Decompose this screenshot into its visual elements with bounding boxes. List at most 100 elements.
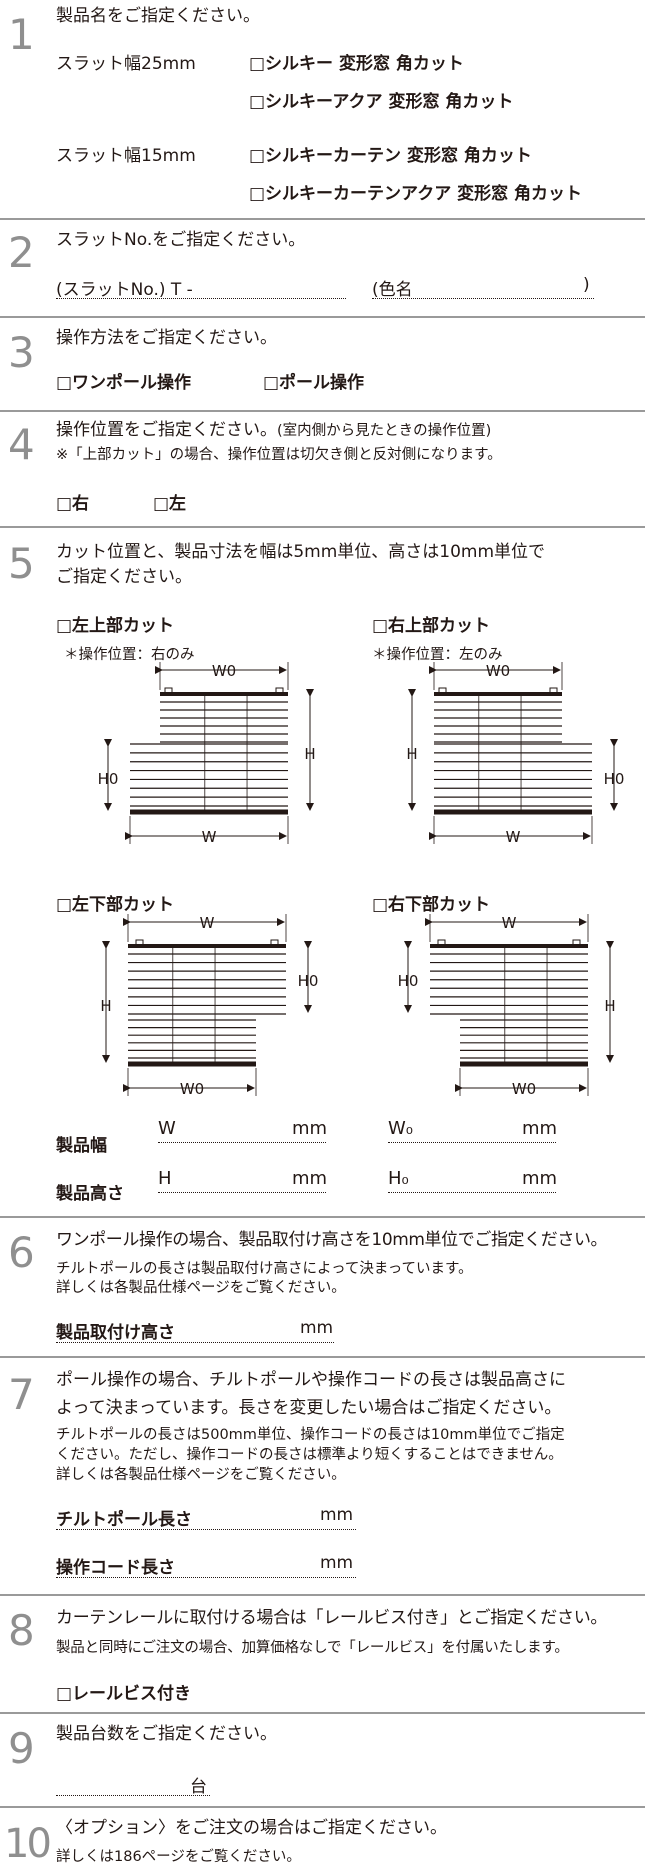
tilt-pole-length-line[interactable] [56, 1529, 356, 1530]
checkbox-pole[interactable]: □ポール操作 [263, 373, 365, 393]
section-pole-length: 7 ポール操作の場合、チルトポールや操作コードの長さは製品高さに よって決まって… [0, 1358, 645, 1594]
field-h-line[interactable] [158, 1192, 326, 1193]
cut-diagrams: W0 W H H0 W0 W H H0 W W0 H H0 W W0 H H0 [98, 662, 625, 1098]
color-name-input-line[interactable] [372, 298, 594, 299]
step-number: 1 [8, 10, 35, 59]
field-w0-label: W₀ [388, 1118, 414, 1139]
quantity-unit: 台 [190, 1777, 207, 1797]
section-heading-line1: ポール操作の場合、チルトポールや操作コードの長さは製品高さに [56, 1370, 566, 1390]
checkbox-silky-curtain[interactable]: □シルキーカーテン 変形窓 角カット [249, 146, 532, 166]
checkbox-silky-aqua[interactable]: □シルキーアクア 変形窓 角カット [249, 92, 514, 112]
tilt-pole-length-unit: mm [320, 1505, 354, 1525]
w-label: W [202, 828, 217, 846]
section-divider [0, 1356, 645, 1358]
h0-label: H0 [604, 770, 625, 788]
checkbox-upper-right-cut[interactable]: □右上部カット [372, 616, 491, 636]
section-heading-line2: ご指定ください。 [56, 567, 192, 587]
h-label: H [304, 745, 315, 763]
bracket [549, 687, 558, 694]
h0-label: H0 [98, 770, 119, 788]
section-divider [0, 526, 645, 528]
checkbox-silky-curtain-aqua[interactable]: □シルキーカーテンアクア 変形窓 角カット [249, 184, 583, 204]
h-label: H [406, 745, 417, 763]
section-sub-line1: チルトポールの長さは製品取付け高さによって決まっています。 [56, 1261, 473, 1277]
section-sub: 製品と同時にご注文の場合、加算価格なしで「レールビス」を付属いたします。 [56, 1640, 569, 1656]
checkbox-one-pole[interactable]: □ワンポール操作 [56, 373, 192, 393]
w0-label: W0 [212, 662, 236, 680]
h0-label: H0 [298, 972, 319, 990]
section-heading-line2: よって決まっています。長さを変更したい場合はご指定ください。 [56, 1398, 562, 1418]
section-heading: 操作方法をご指定ください。 [56, 328, 277, 348]
section-options: 10 〈オプション〉をご注文の場合はご指定ください。 詳しくは186ページをご覧… [0, 1808, 645, 1868]
tilt-pole-length-label: チルトポール長さ [56, 1510, 192, 1530]
step-number: 8 [8, 1606, 35, 1655]
field-w0-unit: mm [522, 1118, 558, 1139]
section-divider [0, 410, 645, 412]
section-sub-line2: 詳しくは各製品仕様ページをご覧ください。 [56, 1280, 346, 1296]
h-label: H [604, 997, 615, 1015]
step-number: 9 [8, 1724, 35, 1773]
field-w0-line[interactable] [388, 1142, 556, 1143]
w-label: W [506, 828, 521, 846]
checkbox-upper-left-cut[interactable]: □左上部カット [56, 616, 175, 636]
checkbox-rail-screw[interactable]: □レールビス付き [56, 1684, 192, 1704]
w0-label: W0 [486, 662, 510, 680]
step-number: 10 [4, 1821, 52, 1867]
section-heading: ワンポール操作の場合、製品取付け高さを10mm単位でご指定ください。 [56, 1230, 608, 1250]
field-h-unit: mm [292, 1168, 328, 1189]
section-divider [0, 218, 645, 220]
checkbox-left[interactable]: □左 [153, 494, 187, 514]
field-w-unit: mm [292, 1118, 328, 1139]
w0-label: W0 [512, 1080, 536, 1098]
step-number: 2 [8, 228, 35, 277]
bracket [275, 687, 284, 694]
op-left-only-note: ＊操作位置：左のみ [372, 647, 503, 663]
checkbox-lower-left-cut[interactable]: □左下部カット [56, 895, 175, 915]
section-sub-line3: 詳しくは各製品仕様ページをご覧ください。 [56, 1467, 346, 1483]
section-sub-line1: チルトポールの長さは500mm単位、操作コードの長さは10mm単位でご指定 [56, 1427, 565, 1443]
color-name-label: (色名 [372, 280, 413, 300]
product-width-label: 製品幅 [56, 1136, 107, 1156]
cord-length-line[interactable] [56, 1577, 356, 1578]
section-heading: スラットNo.をご指定ください。 [56, 230, 306, 250]
field-h0-line[interactable] [388, 1192, 556, 1193]
bracket [438, 687, 447, 694]
position-note: ※「上部カット」の場合、操作位置は切欠き側と反対側になります。 [56, 447, 502, 463]
field-w-line[interactable] [158, 1142, 326, 1143]
slat-25-label: スラット幅25mm [56, 54, 196, 74]
field-w-label: W [158, 1118, 176, 1139]
checkbox-lower-right-cut[interactable]: □右下部カット [372, 895, 491, 915]
op-right-only-note: ＊操作位置：右のみ [64, 647, 195, 663]
checkbox-right[interactable]: □右 [56, 494, 90, 514]
section-divider [0, 1594, 645, 1596]
cord-length-unit: mm [320, 1553, 354, 1573]
slat-15-label: スラット幅15mm [56, 146, 196, 166]
section-divider [0, 1712, 645, 1714]
section-heading: 製品名をご指定ください。 [56, 6, 260, 26]
section-divider [0, 1806, 645, 1808]
step-number: 4 [8, 420, 35, 469]
quantity-line[interactable] [56, 1795, 210, 1796]
product-height-label: 製品高さ [56, 1184, 124, 1204]
bracket [572, 939, 581, 946]
bracket [164, 687, 173, 694]
step-number: 3 [8, 328, 35, 377]
h0-label: H0 [398, 972, 419, 990]
section-slat-number: 2 スラットNo.をご指定ください。 (スラットNo.) T - (色名 ) [0, 220, 645, 318]
step-number: 5 [8, 539, 35, 588]
checkbox-silky[interactable]: □シルキー 変形窓 角カット [249, 54, 464, 74]
section-sub-line2: ください。ただし、操作コードの長さは標準より短くすることはできません。 [56, 1447, 563, 1463]
field-h0-unit: mm [522, 1168, 558, 1189]
section-divider [0, 1216, 645, 1218]
h-label: H [100, 997, 111, 1015]
mount-height-line[interactable] [56, 1342, 334, 1343]
section-cut-position: 5 カット位置と、製品寸法を幅は5mm単位、高さは10mm単位で ご指定ください… [0, 528, 645, 1216]
bracket [135, 939, 144, 946]
step-number: 7 [8, 1370, 35, 1419]
section-quantity: 9 製品台数をご指定ください。 台 [0, 1714, 645, 1806]
w-label: W [502, 914, 517, 932]
section-rail-screw: 8 カーテンレールに取付ける場合は「レールビス付き」とご指定ください。 製品と同… [0, 1596, 645, 1712]
bracket [270, 939, 279, 946]
slat-number-input-line[interactable] [56, 298, 346, 299]
